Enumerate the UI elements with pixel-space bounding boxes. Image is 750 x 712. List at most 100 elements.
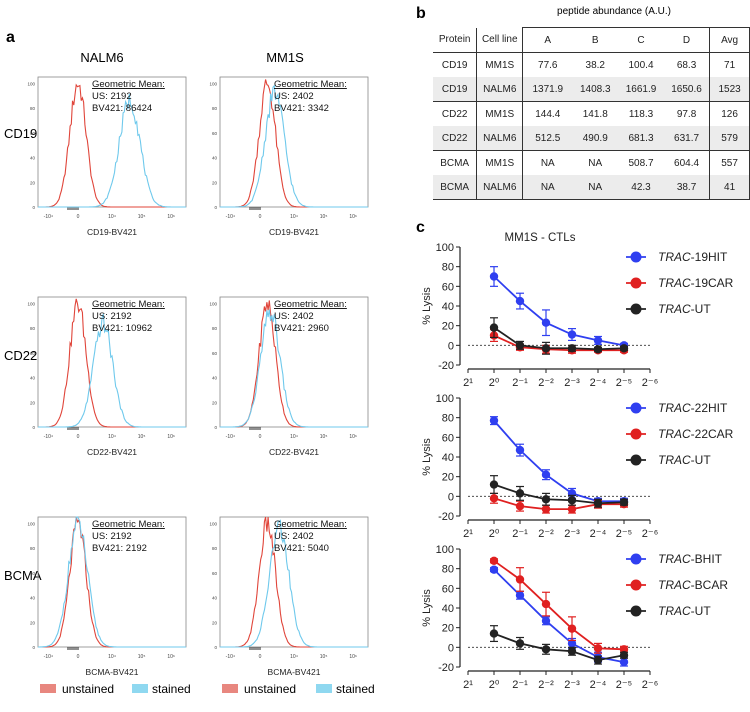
legend-entry: TRAC-BCAR (626, 578, 728, 592)
y-tick-label: 80 (212, 326, 218, 331)
legend-label: TRAC-UT (658, 453, 711, 467)
x-tick-label: 2⁻⁴ (590, 528, 607, 540)
cell-c: 100.4 (618, 52, 664, 77)
unstained-mean: US: 2192 (92, 311, 132, 322)
cell-cell-line: NALM6 (476, 126, 523, 151)
y-tick-label: 40 (212, 376, 218, 381)
data-point (619, 346, 629, 355)
histogram-plot: 0 20 40 60 80 100 -10⁴ 0 10⁴ 10⁵ 10⁶ Geometric Mean… (209, 296, 369, 457)
x-tick-label: -10⁴ (226, 214, 235, 220)
data-point (541, 495, 551, 504)
header-b: B (572, 27, 619, 53)
table-header-row: Protein Cell line A B C D Avg (433, 27, 750, 53)
data-point (489, 480, 499, 489)
data-point (567, 489, 577, 498)
series-line (493, 632, 625, 662)
y-tick-label: 80 (212, 106, 218, 111)
y-tick-label: 0 (448, 642, 454, 654)
cell-avg: 41 (709, 175, 750, 200)
y-tick-label: 100 (209, 522, 217, 527)
lysis-series (489, 565, 629, 667)
x-tick-label: 10⁴ (108, 214, 116, 220)
histogram-plot: 0 20 40 60 80 100 -10⁴ 0 10⁴ 10⁵ 10⁶ Geometric Mean… (209, 516, 369, 677)
y-tick-label: -20 (438, 360, 454, 372)
data-point (489, 272, 499, 281)
y-axis-label: % Lysis (421, 438, 433, 476)
lysis-charts: MM1S - CTLs -20 0 20 40 60 80 100 % Lysis 2¹ 2⁰ 2⁻¹… (421, 232, 734, 691)
histogram-xlabel: CD19-BV421 (87, 227, 137, 237)
legend-label: TRAC-22HIT (658, 401, 728, 415)
data-point (541, 504, 551, 514)
x-tick-label: 10⁵ (320, 434, 328, 440)
y-tick-label: 20 (212, 400, 218, 405)
x-tick-label: 2⁻¹ (512, 679, 528, 691)
chart-title: MM1S - CTLs (505, 232, 576, 244)
legend-label-unstained: unstained (62, 682, 114, 696)
unstained-mean: US: 2192 (92, 91, 132, 102)
cell-b: 1408.3 (572, 77, 619, 102)
legend-label-suffix: -19CAR (691, 276, 734, 290)
legend-entry: TRAC-BHIT (626, 552, 723, 566)
x-tick-label: 2⁻³ (564, 528, 580, 540)
x-tick-label: 2⁻⁴ (590, 679, 607, 691)
cell-b: 38.2 (572, 52, 619, 77)
y-tick-label: -20 (438, 662, 454, 674)
y-tick-label: 60 (212, 571, 218, 576)
histogram-xlabel: CD22-BV421 (269, 447, 319, 457)
data-point (619, 651, 629, 660)
legend-swatch-stained (132, 684, 148, 693)
peptide-abundance-table: Protein Cell line A B C D Avg CD19 MM1S … (433, 27, 750, 200)
table-row: BCMA MM1S NA NA 508.7 604.4 557 (433, 150, 750, 175)
y-tick-label: 20 (30, 620, 36, 625)
x-tick-label: 10⁵ (138, 654, 146, 660)
x-tick-label: 2⁻¹ (512, 528, 528, 540)
x-tick-label: 0 (77, 434, 80, 440)
y-tick-label: 80 (30, 326, 36, 331)
legend-marker (630, 605, 642, 617)
x-tick-label: -10⁴ (44, 654, 53, 660)
header-a: A (522, 27, 573, 53)
data-point (593, 499, 603, 508)
data-point (489, 494, 499, 503)
data-point (567, 496, 577, 505)
y-tick-label: 100 (27, 82, 35, 87)
x-tick-label: 10⁴ (108, 434, 116, 440)
x-tick-label: 2⁻⁶ (642, 679, 658, 691)
y-tick-label: 0 (214, 205, 217, 210)
legend-swatch-unstained (40, 684, 56, 693)
legend-marker (630, 454, 642, 466)
legend-entry: TRAC-22HIT (626, 401, 728, 415)
stained-histogram (38, 516, 186, 648)
x-tick-label: 10⁴ (290, 654, 298, 660)
histogram-plot: 0 20 40 60 80 100 -10⁴ 0 10⁴ 10⁵ 10⁶ Geometric Mean… (27, 296, 187, 457)
x-tick-label: 10⁵ (138, 214, 146, 220)
cell-avg: 579 (709, 126, 750, 151)
x-tick-label: 2⁰ (489, 679, 500, 691)
cell-b: 490.9 (572, 126, 619, 151)
cell-protein: CD22 (433, 101, 477, 126)
histogram-plot: 0 20 40 60 80 100 -10⁴ 0 10⁴ 10⁵ 10⁶ Geometric Mean… (27, 76, 187, 237)
legend-marker (630, 428, 642, 440)
data-point (619, 344, 629, 353)
stained-mean: BV421: 3342 (274, 103, 329, 114)
cell-cell-line: MM1S (476, 101, 523, 126)
lysis-series (489, 492, 629, 514)
stained-histogram (38, 313, 186, 428)
data-point (515, 501, 525, 511)
cell-b: NA (572, 150, 619, 175)
cell-protein: BCMA (433, 150, 477, 175)
stained-histogram (220, 519, 368, 648)
column-title-nalm6: NALM6 (80, 50, 123, 65)
legend-label: TRAC-BHIT (658, 552, 723, 566)
geometric-mean-title: Geometric Mean: (274, 299, 347, 310)
y-tick-label: 40 (212, 596, 218, 601)
y-tick-label: 0 (448, 340, 454, 352)
data-point (619, 645, 629, 654)
x-tick-label: 2¹ (463, 528, 473, 540)
legend-label: TRAC-UT (658, 604, 711, 618)
data-point (567, 624, 577, 633)
x-tick-label: 2⁰ (489, 528, 500, 540)
y-tick-label: 100 (436, 242, 454, 254)
data-point (515, 591, 525, 600)
lysis-series (489, 329, 629, 355)
